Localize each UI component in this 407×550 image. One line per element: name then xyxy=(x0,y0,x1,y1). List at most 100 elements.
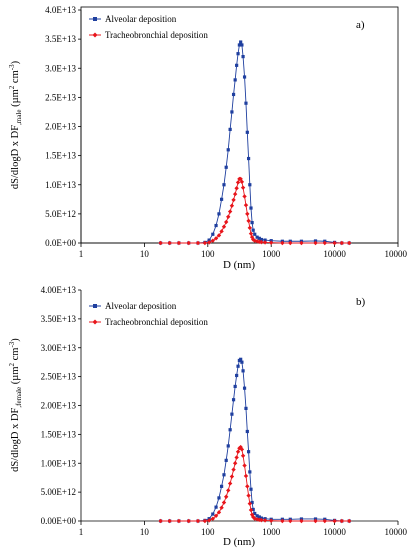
data-point-tracheobronchial xyxy=(247,225,253,231)
panel-label: b) xyxy=(356,296,366,308)
data-point-tracheobronchial xyxy=(250,514,256,520)
y-tick-label: 3.0E+13 xyxy=(45,63,76,73)
data-point-alveolar xyxy=(235,63,239,67)
data-point-tracheobronchial xyxy=(347,518,352,524)
y-tick-label: 2.00E+13 xyxy=(41,401,77,411)
x-axis: 1 10 100 1000 10000 100000 xyxy=(79,242,407,259)
data-point-tracheobronchial xyxy=(221,500,227,505)
y-tick-label: 3.50E+13 xyxy=(41,314,77,324)
data-point-tracheobronchial xyxy=(216,510,222,515)
data-point-tracheobronchial xyxy=(259,239,264,245)
data-point-alveolar xyxy=(211,512,215,516)
data-point-tracheobronchial xyxy=(248,231,254,236)
series-line-alveolar xyxy=(160,358,350,522)
x-tick-label: 1000 xyxy=(262,249,281,259)
y-tick-label: 2.0E+13 xyxy=(45,122,76,132)
series-layer xyxy=(158,40,352,246)
data-point-alveolar xyxy=(224,458,228,462)
data-point-alveolar xyxy=(228,428,232,432)
data-point-tracheobronchial xyxy=(242,463,247,468)
y-title-main: dS/dlogD x DF xyxy=(10,125,21,189)
data-point-alveolar xyxy=(228,127,232,132)
x-axis-title: D (nm) xyxy=(223,259,255,271)
x-tick-label: 100 xyxy=(201,527,215,537)
data-point-tracheobronchial xyxy=(223,494,229,499)
data-point-tracheobronchial xyxy=(226,488,231,493)
data-point-tracheobronchial xyxy=(313,240,318,246)
data-point-alveolar xyxy=(253,232,257,236)
y-axis-title: dS/dlogD x DF,female (µm2 cm-3) xyxy=(8,338,23,472)
y-axis: 0.00E+00 5.00E+12 1.00E+13 1.50E+13 2.00E+13… xyxy=(41,285,82,526)
data-point-alveolar xyxy=(233,384,237,389)
y-title-tail: (µm xyxy=(10,366,21,386)
data-point-tracheobronchial xyxy=(223,219,229,225)
y-title-tail: (µm xyxy=(10,89,21,109)
data-point-tracheobronchial xyxy=(167,240,172,246)
data-point-tracheobronchial xyxy=(176,518,182,524)
data-point-alveolar xyxy=(257,515,261,519)
data-point-alveolar xyxy=(240,360,244,364)
y-tick-label: 0.0E+00 xyxy=(45,238,76,248)
data-point-tracheobronchial xyxy=(299,240,304,246)
data-point-tracheobronchial xyxy=(231,467,236,472)
x-tick-label: 10000 xyxy=(323,249,346,259)
y-title-sup2: -3 xyxy=(8,64,16,70)
data-point-tracheobronchial xyxy=(332,240,337,246)
data-point-tracheobronchial xyxy=(288,518,293,524)
data-point-tracheobronchial xyxy=(206,518,212,523)
x-tick-label: 100000 xyxy=(385,527,407,537)
y-title-sup1: 2 xyxy=(8,85,16,89)
x-tick-label: 10000 xyxy=(323,527,346,537)
data-point-alveolar xyxy=(214,223,218,228)
data-point-alveolar xyxy=(222,473,226,477)
data-point-tracheobronchial xyxy=(229,203,235,208)
x-tick-label: 100000 xyxy=(385,249,407,259)
series-line-tracheobronchial xyxy=(160,446,350,522)
data-point-tracheobronchial xyxy=(288,240,293,246)
y-tick-label: 1.00E+13 xyxy=(41,458,77,468)
data-point-tracheobronchial xyxy=(259,517,264,523)
series-layer xyxy=(158,357,352,524)
y-tick-label: 1.0E+13 xyxy=(45,180,76,190)
legend-marker-alveolar xyxy=(93,304,97,308)
legend-label-alveolar: Alveolar deposition xyxy=(105,14,177,24)
data-point-tracheobronchial xyxy=(158,240,163,246)
data-point-tracheobronchial xyxy=(158,518,163,524)
data-point-tracheobronchial xyxy=(229,474,235,479)
data-point-tracheobronchial xyxy=(262,518,268,523)
data-point-tracheobronchial xyxy=(339,518,345,524)
data-point-alveolar xyxy=(249,487,253,491)
y-tick-label: 4.0E+13 xyxy=(45,5,76,15)
data-point-tracheobronchial xyxy=(332,518,337,524)
data-point-tracheobronchial xyxy=(202,240,208,246)
legend-marker-tracheobronchial xyxy=(92,319,98,325)
y-tick-label: 5.00E+12 xyxy=(41,487,76,497)
data-point-alveolar xyxy=(226,148,230,152)
data-point-alveolar xyxy=(246,156,251,161)
data-point-tracheobronchial xyxy=(280,240,285,246)
data-point-tracheobronchial xyxy=(313,518,318,524)
data-point-tracheobronchial xyxy=(195,518,201,524)
data-point-tracheobronchial xyxy=(269,240,274,245)
data-point-alveolar xyxy=(251,228,255,232)
data-point-tracheobronchial xyxy=(239,447,245,452)
data-point-tracheobronchial xyxy=(221,224,227,229)
data-point-alveolar xyxy=(240,43,244,47)
data-point-tracheobronchial xyxy=(280,518,285,524)
data-point-alveolar xyxy=(245,130,249,134)
y-tick-label: 2.50E+13 xyxy=(41,372,77,382)
data-point-alveolar xyxy=(244,101,248,105)
data-point-alveolar xyxy=(236,52,240,56)
data-point-alveolar xyxy=(237,43,241,47)
legend: Alveolar deposition Tracheobronchial dep… xyxy=(89,301,208,327)
data-point-alveolar xyxy=(248,470,252,474)
data-point-alveolar xyxy=(217,496,221,500)
chart-panel-a: 0.0E+00 5.0E+12 1.0E+13 1.5E+13 2.0E+13 2.5E+… xyxy=(8,5,407,271)
y-tick-label: 3.00E+13 xyxy=(41,343,77,353)
data-point-tracheobronchial xyxy=(234,455,239,460)
data-point-tracheobronchial xyxy=(227,481,233,486)
data-point-tracheobronchial xyxy=(226,214,231,219)
data-point-alveolar xyxy=(259,237,263,242)
data-point-alveolar xyxy=(248,183,252,187)
data-point-tracheobronchial xyxy=(246,493,251,498)
